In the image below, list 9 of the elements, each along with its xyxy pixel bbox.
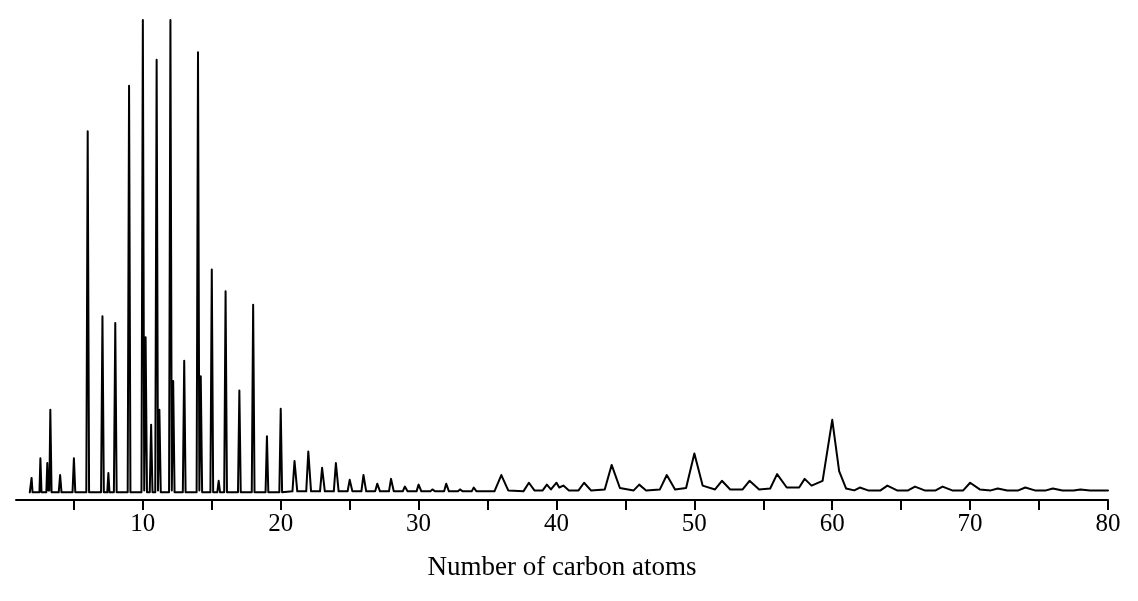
x-axis-title: Number of carbon atoms [427,550,697,581]
x-tick-label: 80 [1095,509,1121,536]
x-tick-label: 20 [268,509,294,536]
x-tick-label: 50 [681,509,707,536]
x-tick-label: 30 [406,509,432,536]
x-tick-label: 40 [543,509,569,536]
x-tick-label: 70 [957,509,983,536]
x-tick-label: 60 [819,509,845,536]
x-tick-label: 10 [130,509,156,536]
